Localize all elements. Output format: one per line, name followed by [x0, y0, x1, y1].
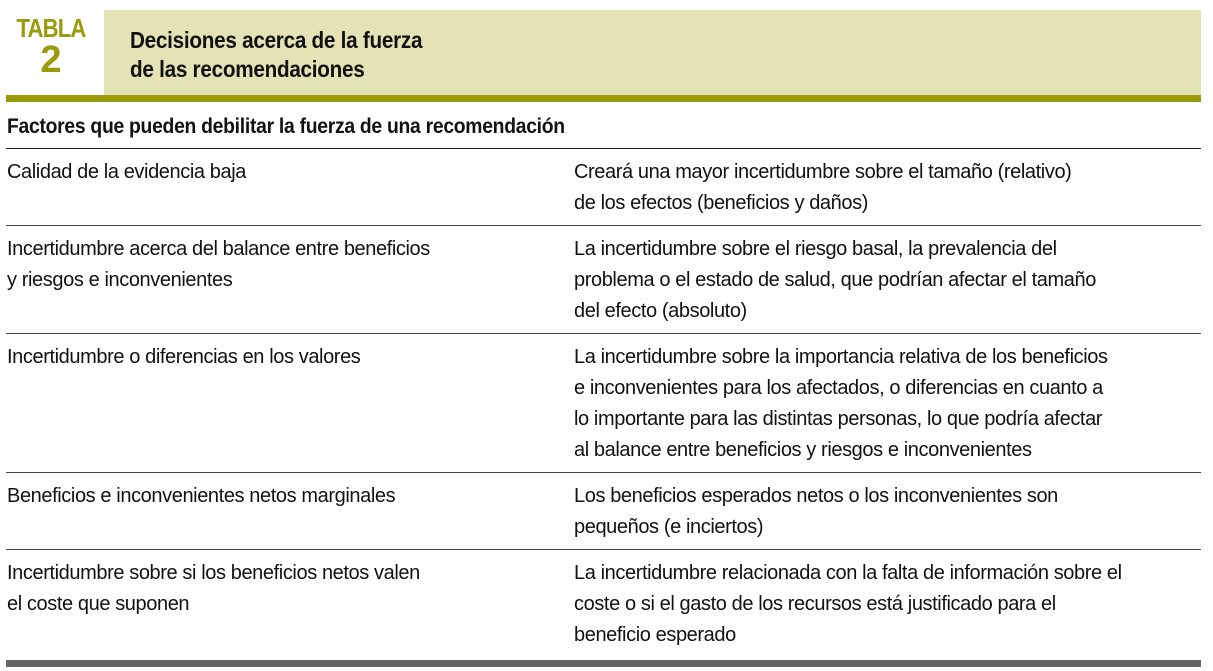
table-row: Incertidumbre sobre si los beneficios ne… — [6, 550, 1201, 657]
section-title: Factores que pueden debilitar la fuerza … — [7, 115, 565, 138]
cell-line: La incertidumbre sobre el riesgo basal, … — [574, 238, 1057, 260]
effect-cell: La incertidumbre relacionada con la falt… — [574, 558, 1201, 651]
effect-cell: La incertidumbre sobre la importancia re… — [574, 342, 1201, 466]
table-row: Incertidumbre acerca del balance entre b… — [6, 226, 1201, 334]
cell-line: del efecto (absoluto) — [574, 300, 747, 322]
cell-line: Incertidumbre acerca del balance entre b… — [7, 238, 430, 260]
table-title: Decisiones acerca de la fuerza de las re… — [130, 26, 422, 84]
cell-line: Calidad de la evidencia baja — [7, 161, 246, 183]
cell-line: La incertidumbre sobre la importancia re… — [574, 346, 1108, 368]
accent-divider — [6, 95, 1201, 102]
factor-cell: Incertidumbre o diferencias en los valor… — [6, 342, 574, 466]
title-line: de las recomendaciones — [130, 56, 365, 82]
cell-line: Beneficios e inconvenientes netos margin… — [7, 485, 396, 507]
cell-line: beneficio esperado — [574, 624, 736, 646]
table-row: Incertidumbre o diferencias en los valor… — [6, 334, 1201, 473]
factor-cell: Beneficios e inconvenientes netos margin… — [6, 481, 574, 543]
table-row: Beneficios e inconvenientes netos margin… — [6, 473, 1201, 550]
cell-line: e inconvenientes para los afectados, o d… — [574, 377, 1103, 399]
effect-cell: La incertidumbre sobre el riesgo basal, … — [574, 234, 1201, 327]
cell-line: Creará una mayor incertidumbre sobre el … — [574, 161, 1072, 183]
table-label: TABLA 2 — [6, 13, 96, 81]
cell-line: y riesgos e inconvenientes — [7, 269, 233, 291]
cell-line: La incertidumbre relacionada con la falt… — [574, 562, 1122, 584]
factor-cell: Incertidumbre sobre si los beneficios ne… — [6, 558, 574, 651]
cell-line: lo importante para las distintas persona… — [574, 408, 1103, 430]
cell-line: de los efectos (beneficios y daños) — [574, 192, 868, 214]
cell-line: al balance entre beneficios y riesgos e … — [574, 439, 1032, 461]
cell-line: pequeños (e inciertos) — [574, 516, 764, 538]
table-number: 2 — [40, 39, 62, 81]
cell-line: Los beneficios esperados netos o los inc… — [574, 485, 1058, 507]
cell-line: problema o el estado de salud, que podrí… — [574, 269, 1096, 291]
title-line: Decisiones acerca de la fuerza — [130, 27, 423, 53]
bottom-divider — [6, 660, 1201, 667]
factor-cell: Incertidumbre acerca del balance entre b… — [6, 234, 574, 327]
table-row: Calidad de la evidencia baja Creará una m… — [6, 149, 1201, 226]
cell-line: el coste que suponen — [7, 593, 190, 615]
effect-cell: Los beneficios esperados netos o los inc… — [574, 481, 1201, 543]
table-label-word: TABLA — [16, 13, 86, 43]
cell-line: Incertidumbre sobre si los beneficios ne… — [7, 562, 420, 584]
effect-cell: Creará una mayor incertidumbre sobre el … — [574, 157, 1201, 219]
title-box — [104, 10, 1201, 95]
cell-line: Incertidumbre o diferencias en los valor… — [7, 346, 361, 368]
factor-cell: Calidad de la evidencia baja — [6, 157, 574, 219]
factors-table: Calidad de la evidencia baja Creará una m… — [6, 148, 1201, 657]
cell-line: coste o si el gasto de los recursos está… — [574, 593, 1056, 615]
